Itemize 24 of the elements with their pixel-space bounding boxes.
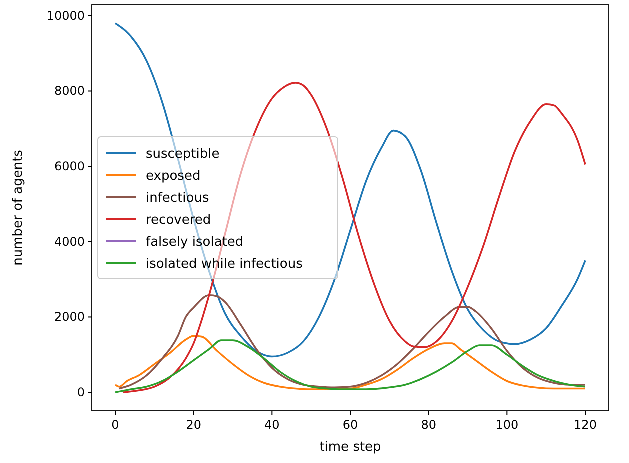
- legend-label: susceptible: [146, 147, 220, 162]
- legend-label: isolated while infectious: [146, 257, 304, 272]
- y-tick-label: 6000: [54, 160, 85, 174]
- x-tick-label: 120: [574, 418, 597, 432]
- legend-label: exposed: [146, 169, 201, 184]
- x-tick-label: 60: [342, 418, 358, 432]
- legend-label: infectious: [146, 191, 210, 206]
- line-series: [118, 294, 586, 390]
- y-tick-label: 10000: [46, 8, 85, 23]
- legend-label: falsely isolated: [146, 235, 244, 250]
- y-tick-label: 0: [77, 386, 85, 400]
- y-tick-label: 4000: [54, 234, 85, 249]
- x-tick-label: 20: [186, 418, 202, 432]
- y-tick-label: 2000: [54, 310, 85, 324]
- x-tick-label: 100: [496, 418, 519, 432]
- line-series: [114, 22, 586, 358]
- x-tick-label: 40: [264, 418, 280, 432]
- legend-label: recovered: [146, 213, 212, 228]
- y-tick-label: 8000: [54, 84, 85, 98]
- x-tick-label: 0: [112, 418, 120, 432]
- x-axis-title: time step: [320, 440, 382, 455]
- y-axis-title: number of agents: [11, 150, 26, 266]
- line-series: [122, 82, 586, 394]
- x-tick-label: 80: [421, 418, 436, 432]
